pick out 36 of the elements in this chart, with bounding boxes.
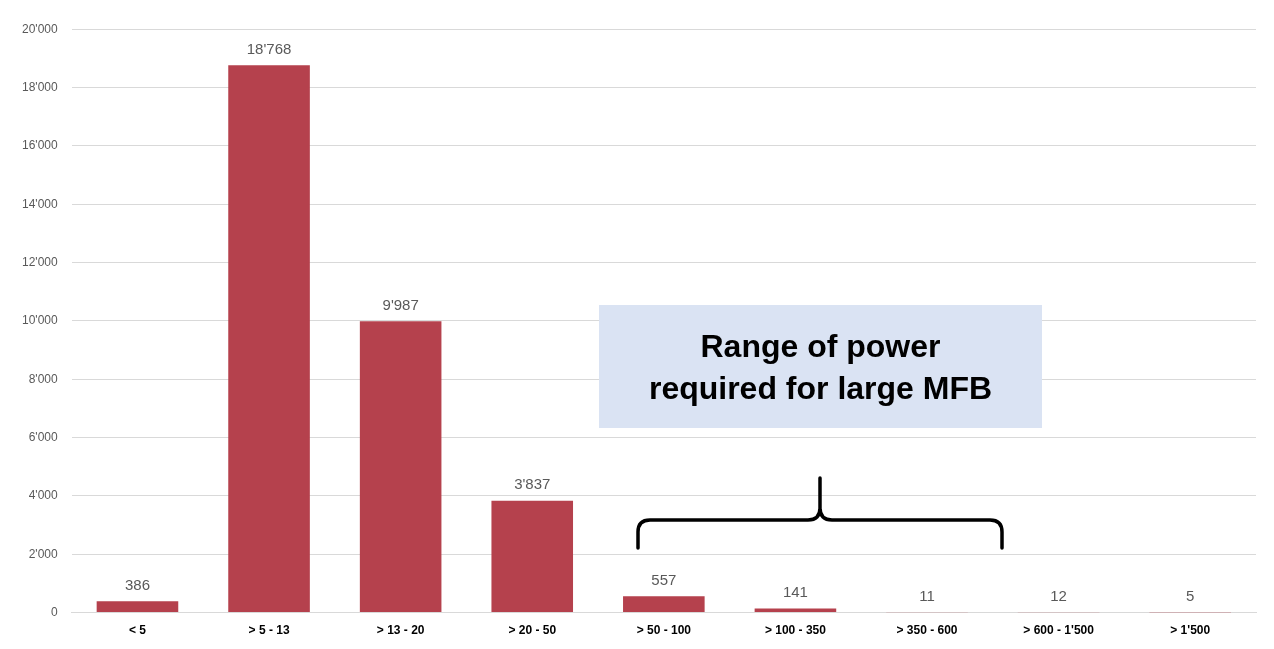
bar	[228, 65, 310, 613]
x-tick-label: > 100 - 350	[764, 623, 827, 638]
data-label: 11	[919, 586, 935, 604]
data-label: 141	[782, 583, 808, 601]
x-tick-label: > 13 - 20	[376, 623, 425, 638]
y-tick-label: 16'000	[21, 138, 58, 153]
data-label: 5	[1186, 587, 1195, 605]
x-tick-label: > 5 - 13	[248, 623, 290, 638]
x-tick-label: > 600 - 1'500	[1023, 623, 1095, 638]
y-tick-label: 14'000	[21, 196, 58, 211]
y-tick-label: 20'000	[21, 21, 58, 36]
bar	[623, 596, 705, 613]
y-tick-label: 8'000	[28, 371, 58, 386]
data-label: 3'837	[514, 475, 551, 493]
bar	[754, 608, 837, 613]
bar	[96, 601, 179, 613]
annotation: Range of power required for large MFB	[599, 305, 1042, 428]
data-label: 386	[124, 575, 150, 593]
data-label: 18'768	[246, 39, 292, 57]
data-label: 9'987	[382, 295, 419, 313]
bar	[359, 321, 442, 613]
data-label: 557	[651, 570, 677, 588]
data-label: 12	[1050, 586, 1067, 604]
y-tick-label: 4'000	[28, 488, 58, 503]
x-tick-label: < 5	[128, 623, 147, 638]
y-tick-label: 2'000	[28, 546, 58, 561]
bar	[491, 500, 574, 613]
x-tick-label: > 1'500	[1170, 623, 1211, 638]
y-tick-label: 0	[50, 604, 58, 619]
x-tick-label: > 20 - 50	[508, 623, 557, 638]
y-tick-label: 10'000	[21, 313, 58, 328]
x-tick-label: > 50 - 100	[636, 623, 692, 638]
x-tick-label: > 350 - 600	[896, 623, 958, 638]
y-tick-label: 18'000	[21, 79, 58, 94]
y-tick-label: 12'000	[21, 254, 58, 269]
y-tick-label: 6'000	[28, 429, 58, 444]
